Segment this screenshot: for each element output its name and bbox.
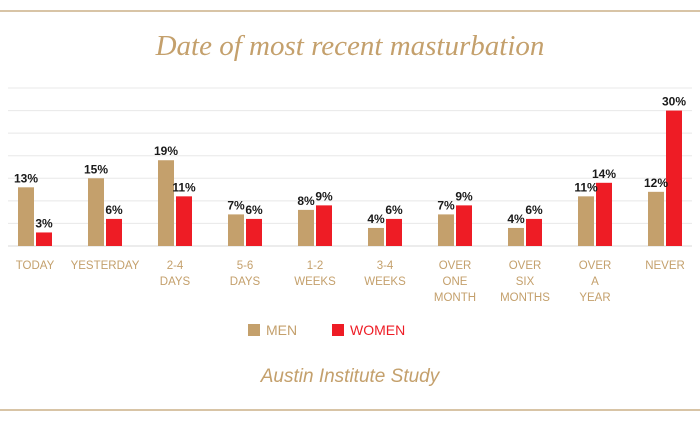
bar-men — [438, 214, 454, 246]
legend-swatch-women — [332, 324, 344, 336]
bar-women — [246, 218, 262, 246]
bar-men — [158, 160, 174, 246]
category-label: SIX — [516, 276, 535, 288]
category-label: 5-6 — [237, 260, 254, 272]
bar-women — [456, 205, 472, 246]
top-rule — [0, 10, 700, 12]
data-label-men: 13% — [14, 171, 38, 185]
bar-women — [36, 232, 52, 246]
data-label-women: 11% — [172, 180, 196, 194]
bar-women — [106, 218, 122, 246]
chart-title: Date of most recent masturbation — [155, 30, 545, 62]
data-label-women: 30% — [662, 95, 686, 109]
source-caption: Austin Institute Study — [260, 366, 440, 387]
data-label-women: 14% — [592, 167, 616, 181]
data-label-women: 9% — [315, 189, 333, 203]
category-label: TODAY — [16, 260, 55, 272]
legend-label-women: WOMEN — [350, 322, 406, 338]
bar-men — [368, 227, 384, 246]
data-label-women: 6% — [525, 203, 543, 217]
bar-women — [666, 110, 682, 246]
bars — [18, 110, 682, 246]
bar-women — [316, 205, 332, 246]
category-label: 2-4 — [167, 260, 184, 272]
bar-men — [578, 196, 594, 246]
category-label: DAYS — [230, 276, 261, 288]
legend-item-men: MEN — [248, 322, 297, 338]
category-label: OVER — [439, 260, 472, 272]
category-label: YEAR — [579, 292, 610, 304]
data-label-men: 11% — [574, 180, 598, 194]
category-label: 3-4 — [377, 260, 394, 272]
data-label-men: 4% — [367, 212, 385, 226]
category-label: OVER — [509, 260, 542, 272]
category-label: WEEKS — [294, 276, 336, 288]
bar-men — [298, 209, 314, 246]
bar-women — [386, 218, 402, 246]
data-label-women: 9% — [455, 189, 473, 203]
category-label: WEEKS — [364, 276, 406, 288]
data-label-men: 4% — [507, 212, 525, 226]
category-label: MONTH — [434, 292, 476, 304]
data-label-men: 19% — [154, 144, 178, 158]
legend: MEN WOMEN — [0, 322, 700, 344]
category-label: 1-2 — [307, 260, 324, 272]
data-label-women: 6% — [385, 203, 403, 217]
bottom-rule — [0, 409, 700, 411]
data-label-women: 3% — [35, 216, 53, 230]
bar-women — [526, 218, 542, 246]
bar-men — [648, 191, 664, 246]
legend-label-men: MEN — [266, 322, 298, 338]
category-label: NEVER — [645, 260, 685, 272]
data-label-men: 8% — [297, 194, 315, 208]
bar-women — [596, 182, 612, 246]
legend-swatch-men — [248, 324, 260, 336]
legend-item-women: WOMEN — [332, 322, 405, 338]
bar-men — [508, 227, 524, 246]
data-label-women: 6% — [105, 203, 123, 217]
data-label-men: 7% — [437, 198, 455, 212]
data-label-men: 15% — [84, 162, 108, 176]
category-label: A — [591, 276, 599, 288]
category-label: MONTHS — [500, 292, 550, 304]
bar-men — [228, 214, 244, 246]
data-label-men: 12% — [644, 176, 668, 190]
data-label-men: 7% — [227, 198, 245, 212]
data-label-women: 6% — [245, 203, 263, 217]
category-label: YESTERDAY — [71, 260, 140, 272]
category-label: ONE — [443, 276, 468, 288]
bar-men — [18, 187, 34, 246]
bar-women — [176, 196, 192, 246]
bar-men — [88, 178, 104, 246]
category-label: DAYS — [160, 276, 191, 288]
category-label: OVER — [579, 260, 612, 272]
